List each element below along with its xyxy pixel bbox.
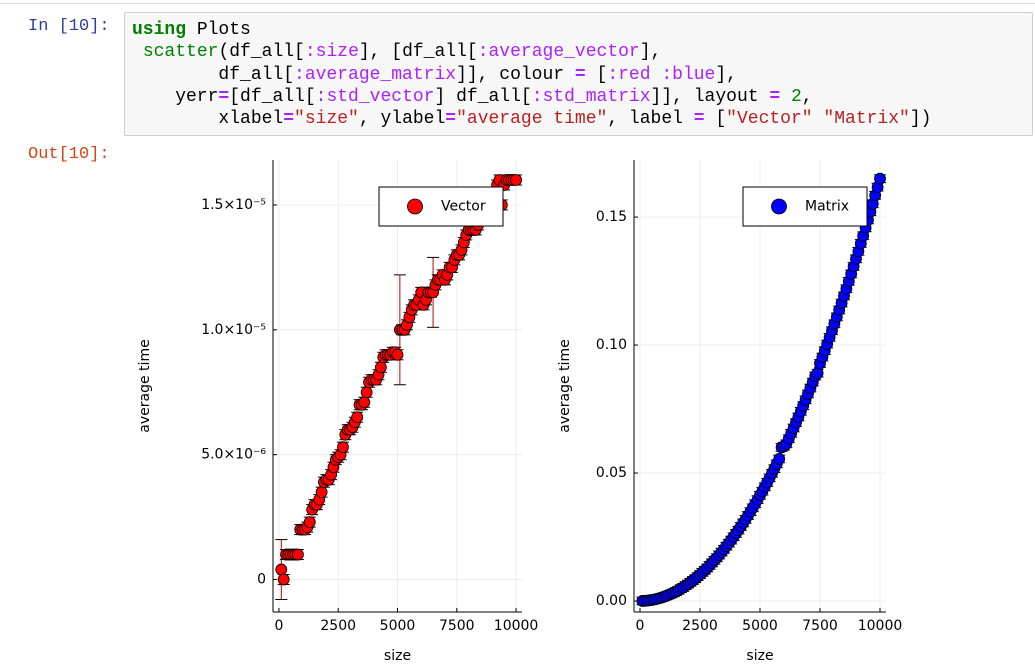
legend-box	[742, 186, 868, 227]
x-tick-label: 0	[274, 618, 283, 634]
y-tick-label: 0.00	[596, 593, 627, 609]
output-prompt: Out[10]:	[28, 145, 110, 164]
x-tick-label: 0	[636, 618, 645, 634]
point	[874, 172, 886, 185]
x-axis-label: size	[746, 648, 773, 664]
x-tick-label: 7500	[439, 618, 475, 634]
point	[277, 573, 290, 586]
code-line: df_all[:average_matrix]], colour = [:red…	[132, 64, 737, 85]
x-tick-label: 7500	[802, 618, 838, 634]
input-prompt: In [10]:	[28, 17, 110, 36]
code-cell[interactable]: using Plots scatter(df_all[:size], [df_a…	[124, 12, 1033, 136]
y-axis-label: average time	[557, 339, 573, 432]
x-tick-label: 5000	[380, 618, 416, 634]
y-tick-label: 0	[257, 572, 266, 588]
legend-marker	[771, 198, 787, 215]
y-axis-label: average time	[137, 339, 153, 432]
point	[391, 348, 404, 361]
y-tick-label: 5.0×10⁻⁶	[201, 447, 266, 463]
point	[358, 396, 371, 409]
plots: 0 5.0×10⁻⁶ 1.0×10⁻⁵ 1.5×10⁻⁵ 0 2500 5000 7500 10…	[137, 160, 903, 664]
point	[510, 174, 522, 186]
point	[360, 386, 373, 399]
point	[275, 563, 288, 576]
point	[811, 367, 824, 380]
code-line: xlabel="size", ylabel="average time", la…	[132, 109, 932, 130]
y-tick-label: 1.0×10⁻⁵	[201, 322, 266, 338]
point	[291, 548, 304, 561]
legend-box	[378, 186, 504, 227]
point	[337, 441, 349, 454]
y-tick-label: 0.10	[596, 337, 627, 353]
point	[315, 486, 328, 499]
x-tick-label: 2500	[682, 618, 718, 634]
y-tick-label: 0.15	[596, 209, 627, 225]
legend-label: Matrix	[805, 199, 849, 215]
y-tick-label: 1.5×10⁻⁵	[201, 197, 266, 213]
x-tick-label: 5000	[742, 618, 778, 634]
point	[374, 361, 387, 374]
point	[303, 516, 316, 528]
x-tick-label: 10000	[858, 618, 903, 634]
code-line: scatter(df_all[:size], [df_all[:average_…	[142, 42, 662, 63]
point	[351, 411, 364, 424]
legend-label: Vector	[441, 199, 486, 215]
y-tick-label: 0.05	[596, 465, 627, 481]
x-tick-label: 10000	[494, 618, 539, 634]
code-line: yerr=[df_all[:std_vector] df_all[:std_ma…	[132, 86, 813, 107]
x-axis-label: size	[384, 648, 411, 664]
point	[773, 453, 786, 465]
legend-marker	[407, 198, 423, 215]
x-tick-label: 2500	[320, 618, 356, 634]
separator	[0, 3, 1035, 4]
code-line: using Plots	[132, 20, 251, 40]
